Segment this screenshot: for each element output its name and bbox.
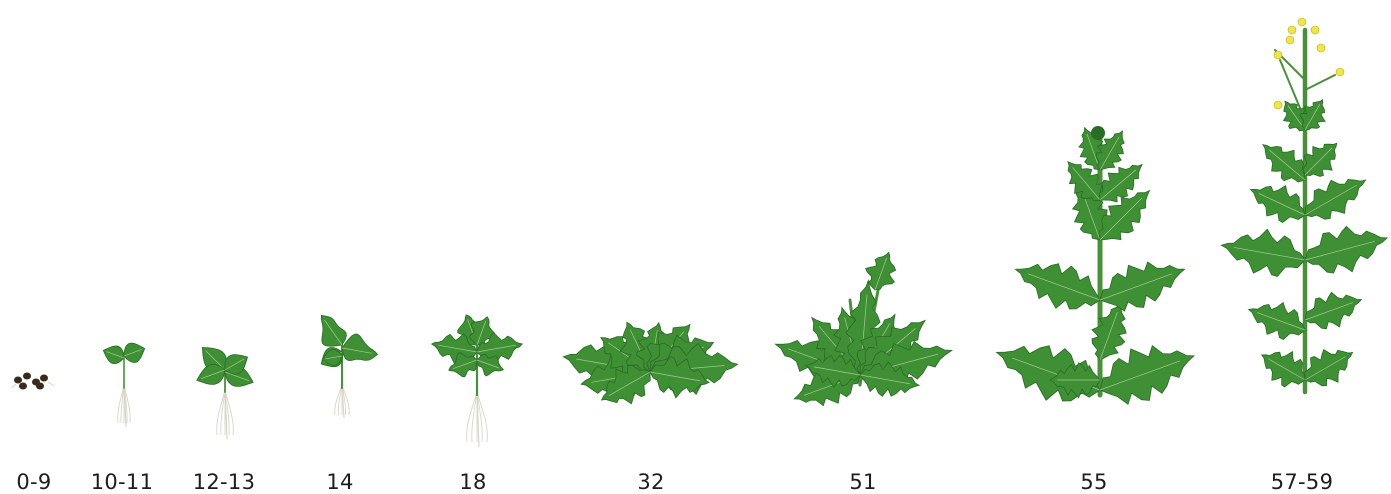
plant-stage-14 bbox=[320, 315, 379, 419]
plant-stage-51 bbox=[774, 251, 953, 407]
stage-label-10-11: 10-11 bbox=[90, 470, 154, 494]
stage-label-51: 51 bbox=[849, 470, 877, 494]
plant-stage-10-11 bbox=[102, 342, 146, 427]
plant-stage-32 bbox=[562, 321, 739, 405]
stage-label-18: 18 bbox=[459, 470, 487, 494]
stage-label-57-59: 57-59 bbox=[1270, 470, 1334, 494]
stage-label-12-13: 12-13 bbox=[192, 470, 256, 494]
stage-label-0-9: 0-9 bbox=[16, 470, 52, 494]
stage-label-32: 32 bbox=[637, 470, 665, 494]
stage-label-55: 55 bbox=[1080, 470, 1108, 494]
stage-label-14: 14 bbox=[326, 470, 354, 494]
plant-stage-55 bbox=[995, 126, 1195, 405]
plant-stage-57-59 bbox=[1220, 17, 1389, 395]
plant-stage-12-13 bbox=[196, 346, 254, 440]
plant-stage-18 bbox=[430, 314, 524, 448]
plant-stage-0-9 bbox=[11, 372, 55, 390]
